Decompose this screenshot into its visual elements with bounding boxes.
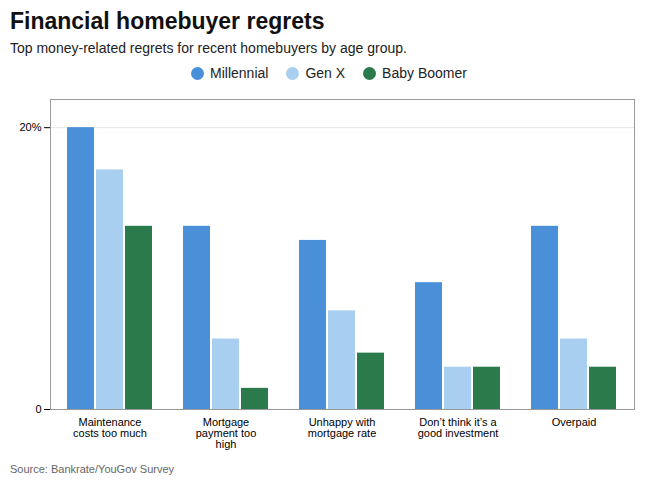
- html-text:Baby Boomer: Baby Boomer: [382, 65, 467, 82]
- svg-text:20%: 20%: [19, 121, 41, 133]
- svg-text:Don’t think it’s agood investm: Don’t think it’s agood investment: [418, 416, 499, 439]
- svg-text:Mortgagepayment toohigh: Mortgagepayment toohigh: [196, 416, 257, 450]
- svg-text:Maintenancecosts too much: Maintenancecosts too much: [73, 416, 147, 439]
- html-text:Top money-related regrets for: Top money-related regrets for recent hom…: [10, 39, 407, 56]
- svg-text:0: 0: [35, 403, 41, 415]
- svg-text:Overpaid: Overpaid: [552, 416, 597, 428]
- html-text:Gen X: Gen X: [305, 65, 346, 82]
- html-text:Financial homebuyer regrets: Financial homebuyer regrets: [10, 8, 325, 34]
- svg-text:Unhappy withmortgage rate: Unhappy withmortgage rate: [308, 416, 376, 439]
- html-text:Source: Bankrate/YouGov Survey: Source: Bankrate/YouGov Survey: [10, 463, 175, 476]
- html-text:Millennial: Millennial: [210, 65, 269, 82]
